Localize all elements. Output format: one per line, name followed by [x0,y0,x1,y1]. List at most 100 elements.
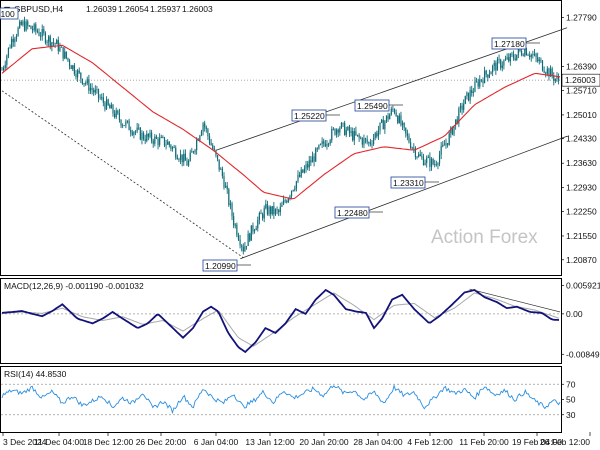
candle-body [479,79,481,87]
candle-body [347,126,349,130]
candle-body [112,104,114,114]
current-price-box [561,73,600,87]
candle-body [139,127,141,140]
candle-body [366,139,368,143]
candle-body [212,145,214,150]
rsi-layer: RSI(14) 44.8530 [1,369,561,416]
candle-body [225,185,227,188]
price-annotation-label: 1.23310 [393,178,424,188]
candle-body [270,207,272,215]
candle-body [48,36,50,42]
candle-body [315,148,317,162]
candle-body [125,121,127,126]
candle-body [492,65,494,73]
candle-body [221,168,223,177]
candle-body [253,230,256,232]
candle-body [51,42,53,47]
candle-body [266,204,269,215]
candle-body [305,164,307,169]
candle-body [245,245,248,247]
macd-ytick-label: -0.00849 [566,349,600,359]
candle-body [262,214,264,219]
candle-body [93,90,95,93]
candle-body [446,143,449,145]
low-value: 1.25937 [150,4,181,14]
candle-body [432,158,434,165]
candle-body [284,200,286,202]
price-ytick-label: 1.20870 [566,255,597,265]
candle-body [60,46,63,48]
candle-body [289,196,291,199]
price-ytick-label: 1.27790 [566,13,597,23]
candle-body [358,134,360,138]
watermark: Action Forex [431,227,538,248]
candle-body [77,70,79,78]
macd-panel [0,278,562,364]
candle-body [276,209,278,211]
candle-body [549,68,552,77]
candle-body [265,204,267,209]
macd-trendline [469,288,561,313]
candle-body [14,39,16,43]
candle-body [188,160,190,166]
candle-body [310,160,312,163]
candle-body [455,119,457,126]
candle-body [52,42,55,44]
candle-body [421,155,423,157]
candle-body [530,54,532,58]
candle-body [49,36,51,47]
candle-body [411,147,413,149]
candle-body [522,54,524,56]
candle-body [398,115,400,123]
candle-body [393,109,396,113]
candle-body [101,97,103,99]
candle-body [247,233,249,246]
candle-body [38,32,40,36]
candle-body [81,78,84,84]
candle-body [44,32,47,43]
candle-body [278,210,280,213]
candle-body [282,200,285,205]
symbol-label: GBPUSD,H4 [14,4,63,14]
candle-body [279,206,281,213]
candle-body [548,68,550,77]
candle-body [85,83,87,84]
candle-body [342,122,344,124]
candle-body [173,147,175,149]
price-annotation-label: 1.22480 [337,208,368,218]
candle-body [207,129,209,137]
candle-body [340,122,343,129]
candle-body [467,92,470,101]
xtick-label: 6 Jan 04:00 [194,437,239,447]
candle-body [318,144,320,149]
candle-body [62,47,64,59]
price-annotation-label: 1.25220 [294,111,325,121]
candle-body [4,64,6,68]
candle-body [189,152,191,161]
price-annotation-box [291,109,327,122]
price-annotation-label: 1.27180 [494,39,525,49]
candle-body [418,154,420,157]
candle-body [244,246,246,252]
candle-body [332,128,334,130]
candle-body [360,137,362,139]
candle-body [263,208,265,219]
price-layer: 1.27180 1.25490 1.25220 1.23310 1.22480 1.209… [0,7,568,272]
candle-body [392,108,394,110]
candle-body [384,121,386,130]
candle-body [475,81,478,83]
candle-body [131,132,133,135]
candle-body [281,204,283,207]
candle-body [487,74,489,78]
candle-body [498,59,500,60]
xtick-label: 28 Jan 04:00 [353,437,402,447]
candles [1,16,560,255]
candle-body [327,143,330,145]
candle-body [271,206,273,215]
candle-body [372,137,375,144]
candle-body [229,203,232,206]
candle-body [350,131,352,134]
candle-body [154,136,156,144]
candle-body [260,212,262,215]
